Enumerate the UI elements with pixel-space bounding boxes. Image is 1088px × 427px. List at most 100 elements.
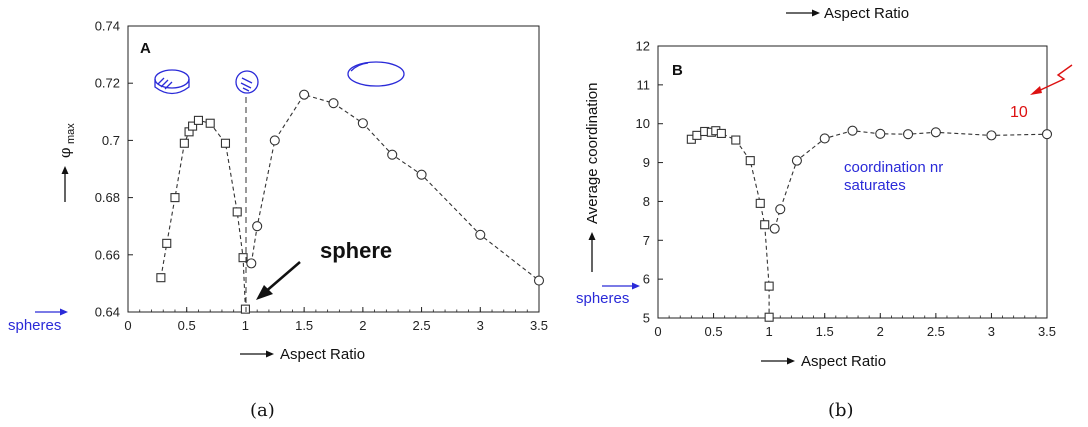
chart-a-y-tick-label: 0.74 xyxy=(95,19,120,34)
chart-b-square-point xyxy=(764,312,774,322)
chart-b-x-label: Aspect Ratio xyxy=(761,353,886,370)
chart-a-y-sub: max xyxy=(65,123,77,144)
caption-b: (b) xyxy=(828,400,854,421)
chart-a-y-tick-label: 0.7 xyxy=(102,133,120,148)
ten-arrowhead-icon xyxy=(1030,86,1042,95)
chart-a-x-tick-label: 2.5 xyxy=(413,318,431,333)
chart-b-circle-point xyxy=(775,204,786,215)
chart-b-y-tick-label: 8 xyxy=(643,194,650,209)
chart-a-x-title: Aspect Ratio xyxy=(280,346,365,363)
chart-b-x-tick-label: 0.5 xyxy=(705,324,723,339)
chart-a-square-point xyxy=(188,121,198,131)
chart-a-marks xyxy=(156,89,545,314)
chart-b-x-tick-label: 2 xyxy=(877,324,884,339)
chart-b-y-tick-label: 6 xyxy=(643,272,650,287)
saturates-label-2: saturates xyxy=(844,177,906,194)
chart-b-y-label: Average coordination xyxy=(584,83,601,272)
chart-b-y-tick-label: 11 xyxy=(637,77,651,92)
chart-a-panel-label: A xyxy=(140,40,151,57)
chart-a-square-point xyxy=(162,238,172,248)
chart-b-square-point xyxy=(764,281,774,291)
chart-b-square-point xyxy=(731,135,741,145)
chart-b-series-0-line xyxy=(690,130,770,318)
chart-b-x-title: Aspect Ratio xyxy=(801,353,886,370)
chart-a-series-0-line xyxy=(160,119,246,310)
chart-a-square-point xyxy=(238,253,248,263)
chart-b-square-point xyxy=(716,128,726,138)
chart-b-frame xyxy=(657,45,1048,319)
sphere-label: sphere xyxy=(320,238,392,263)
chart-b-circle-point xyxy=(930,127,941,138)
chart-a-circle-point xyxy=(252,221,263,232)
chart-b-square-point xyxy=(745,156,755,166)
chart-a-square-point xyxy=(170,193,180,203)
spheres-label-b: spheres xyxy=(576,290,629,307)
chart-b-square-point xyxy=(692,130,702,140)
chart-a-x-tick-label: 1.5 xyxy=(295,318,313,333)
chart-b: 0 0.5 1 1.5 2 2.5 3 3.5 5 6 7 8 9 10 11 12 B Aspect Rat… xyxy=(576,5,1073,421)
chart-b-circle-point xyxy=(1041,129,1053,140)
chart-a-square-point xyxy=(240,304,250,314)
chart-a-square-point xyxy=(193,115,204,125)
chart-a-square-point xyxy=(156,273,166,283)
sphere-shape-icon xyxy=(235,70,259,94)
sphere-arrow-icon xyxy=(256,261,301,300)
chart-a-x-tick-label: 0 xyxy=(124,318,131,333)
chart-b-x-tick-label: 3 xyxy=(988,324,995,339)
chart-b-y-tick-label: 5 xyxy=(643,311,650,326)
chart-b-square-point xyxy=(760,220,770,230)
chart-a-square-point xyxy=(220,138,231,148)
chart-a-square-point xyxy=(205,118,215,128)
chart-a-x-tick-label: 3 xyxy=(477,318,484,333)
chart-b-circle-point xyxy=(847,125,858,136)
chart-a-y-symbol: φ xyxy=(56,147,74,158)
prolate-shape-icon xyxy=(347,61,405,87)
saturates-label-1: coordination nr xyxy=(844,159,943,176)
chart-b-y-tick-label: 12 xyxy=(636,39,650,54)
chart-b-x-tick-label: 1.5 xyxy=(816,324,834,339)
chart-b-x-tick-label: 2.5 xyxy=(927,324,945,339)
chart-a-square-point xyxy=(179,138,189,148)
chart-a-x-tick-label: 1 xyxy=(242,318,249,333)
chart-b-circle-point xyxy=(819,133,830,144)
chart-b-circle-point xyxy=(791,155,802,166)
chart-a-circle-point xyxy=(357,118,368,129)
ten-arrow-icon xyxy=(1033,64,1073,94)
chart-a-frame xyxy=(127,25,540,313)
chart-b-x-tick-label: 1 xyxy=(766,324,773,339)
chart-a-series-1-line xyxy=(250,93,540,281)
spheres-arrow-icon-b xyxy=(602,282,640,290)
chart-b-y-tick-label: 9 xyxy=(643,155,650,170)
chart-b-circle-point xyxy=(986,130,997,141)
chart-a-x-tick-label: 2 xyxy=(359,318,366,333)
chart-a-square-point xyxy=(232,207,242,217)
chart-a-circle-point xyxy=(416,169,427,180)
chart-b-ticks: 0 0.5 1 1.5 2 2.5 3 3.5 5 6 7 8 9 10 11 12 xyxy=(636,39,1057,340)
chart-a-y-tick-label: 0.66 xyxy=(95,247,120,262)
chart-a-y-label: φ max xyxy=(56,123,77,202)
chart-b-circle-point xyxy=(875,128,886,139)
spheres-label-a: spheres xyxy=(8,317,61,334)
chart-a-circle-point xyxy=(387,149,398,160)
chart-a-x-label: Aspect Ratio xyxy=(240,346,365,363)
chart-a-y-tick-label: 0.68 xyxy=(95,190,120,205)
chart-b-marks xyxy=(686,125,1053,322)
chart-b-y-title: Average coordination xyxy=(584,83,601,225)
chart-a-circle-point xyxy=(533,275,545,286)
chart-b-circle-point xyxy=(769,223,780,234)
chart-a: 0 0.5 1 1.5 2 2.5 3 3.50.640.660.680.70.720.74 … xyxy=(8,19,548,422)
chart-a-circle-point xyxy=(328,98,339,109)
chart-a-circle-point xyxy=(269,135,280,146)
chart-a-circle-point xyxy=(299,89,310,100)
chart-b-square-point xyxy=(755,198,765,208)
chart-b-circle-point xyxy=(903,129,914,140)
chart-b-top-title: Aspect Ratio xyxy=(824,5,909,22)
ten-label: 10 xyxy=(1010,104,1028,121)
chart-b-y-tick-label: 7 xyxy=(643,233,650,248)
chart-a-lines xyxy=(160,93,540,310)
chart-a-x-tick-label: 3.5 xyxy=(530,318,548,333)
chart-b-x-tick-label: 3.5 xyxy=(1038,324,1056,339)
chart-a-ticks: 0 0.5 1 1.5 2 2.5 3 3.5 0.64 0.66 0.68 0.7 0.72 0.74 xyxy=(95,19,548,334)
chart-b-top-label: Aspect Ratio xyxy=(786,5,909,22)
